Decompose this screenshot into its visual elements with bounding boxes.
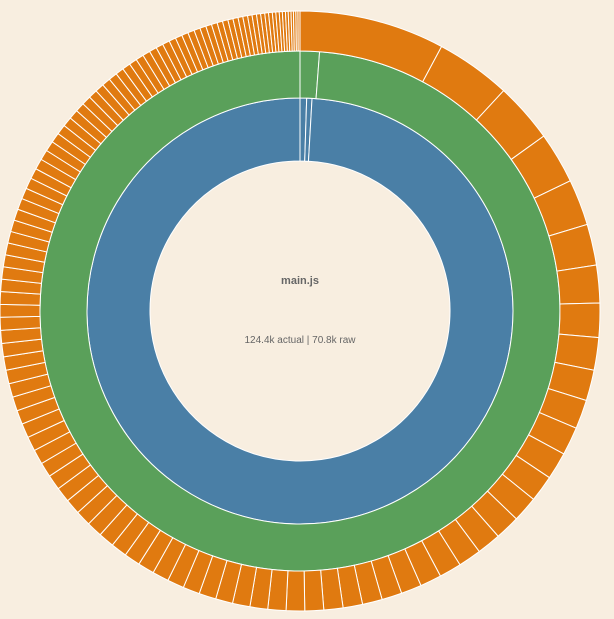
center-size-label: 124.4k actual | 70.8k raw [245,335,357,346]
outer-ring-segment-26[interactable] [285,570,306,612]
outer-ring-segment-25[interactable] [303,569,325,612]
outer-ring-segment-56[interactable] [0,303,41,318]
sunburst-rings [0,10,601,612]
outer-ring-segment-6[interactable] [556,264,601,305]
outer-ring-segment-55[interactable] [0,315,42,331]
outer-ring-segment-119[interactable] [297,10,301,52]
outer-ring-segment-7[interactable] [558,302,601,339]
inner-ring-segment-2[interactable] [86,97,514,525]
center-title: main.js [281,275,319,287]
